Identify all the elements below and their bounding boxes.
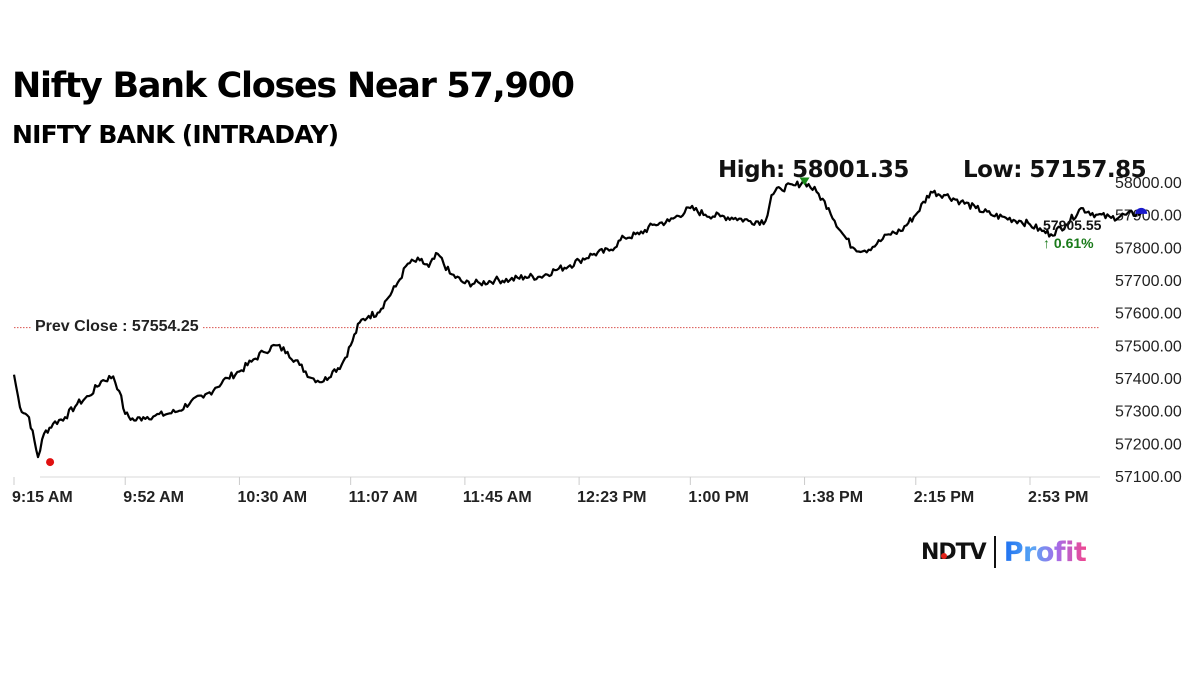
x-tick-label: 2:15 PM [914, 489, 974, 506]
y-tick-label: 57500.00 [1115, 338, 1182, 355]
chart-subtitle: NIFTY BANK (INTRADAY) [12, 120, 339, 149]
x-tick-label: 11:45 AM [463, 489, 532, 506]
x-tick-label: 11:07 AM [349, 489, 418, 506]
ndtv-wordmark: NDTV [921, 539, 987, 565]
y-tick-label: 57700.00 [1115, 273, 1182, 290]
change-percent-label: ↑ 0.61% [1043, 235, 1094, 251]
last-price-marker [1135, 207, 1148, 214]
x-tick-label: 9:52 AM [123, 489, 184, 506]
price-line [12, 180, 1142, 459]
y-tick-label: 57800.00 [1115, 240, 1182, 257]
x-tick-label: 2:53 PM [1028, 489, 1088, 506]
y-tick-label: 57400.00 [1115, 371, 1182, 388]
y-tick-label: 58000.00 [1115, 175, 1182, 192]
y-tick-label: 57300.00 [1115, 404, 1182, 421]
chart-headline: Nifty Bank Closes Near 57,900 [12, 66, 575, 106]
low-label: Low: 57157.85 [963, 157, 1147, 183]
x-tick-label: 10:30 AM [237, 489, 307, 506]
x-tick-label: 9:15 AM [12, 489, 73, 506]
profit-wordmark: Profit [1003, 536, 1087, 568]
y-tick-label: 57200.00 [1115, 436, 1182, 453]
x-tick-label: 1:38 PM [803, 489, 863, 506]
y-axis: 58000.00 57900.00 57800.00 57700.00 57600.00… [1115, 175, 1182, 486]
last-price-label: 57905.55 [1043, 217, 1102, 233]
high-marker [799, 177, 810, 186]
high-label: High: 58001.35 [718, 157, 909, 183]
prev-close-label: Prev Close : 57554.25 [31, 317, 203, 336]
low-marker [46, 458, 55, 467]
x-tick-label: 12:23 PM [577, 489, 646, 506]
x-axis: 9:15 AM 9:52 AM 10:30 AM 11:07 AM 11:45 AM 12… [12, 476, 1100, 506]
logo-divider [993, 536, 996, 568]
y-tick-label: 57900.00 [1115, 208, 1182, 225]
brand-logo: NDTV Profit [921, 534, 1087, 570]
x-tick-label: 1:00 PM [688, 489, 748, 506]
y-tick-label: 57100.00 [1115, 469, 1182, 486]
y-tick-label: 57600.00 [1115, 306, 1182, 323]
ndtv-dot-icon [941, 552, 947, 559]
